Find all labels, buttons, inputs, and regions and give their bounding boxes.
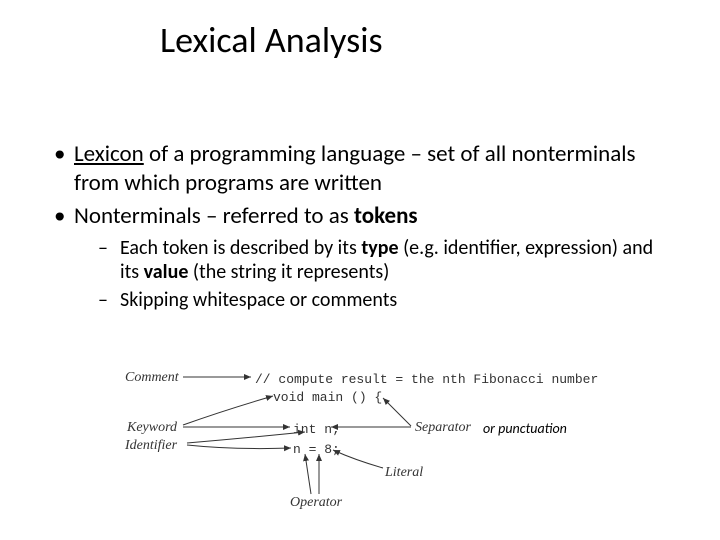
page-title: Lexical Analysis xyxy=(160,18,670,62)
code-line-1: // compute result = the nth Fibonacci nu… xyxy=(255,372,598,387)
code-line-2: void main () { xyxy=(273,390,382,405)
label-keyword: Keyword xyxy=(127,420,177,436)
lexical-diagram: Comment Keyword Identifier Separator Lit… xyxy=(125,370,595,515)
bullet-2-tokens: tokens xyxy=(354,202,418,230)
sub-2: Skipping whitespace or comments xyxy=(74,288,670,312)
label-operator: Operator xyxy=(290,495,342,511)
bullet-2-text: Nonterminals – referred to as xyxy=(74,202,354,230)
bullet-1-rest: of a programming language – set of all n… xyxy=(74,140,636,197)
bullet-1-lexicon: Lexicon xyxy=(74,140,144,168)
bullet-1: Lexicon of a programming language – set … xyxy=(50,140,670,198)
label-identifier: Identifier xyxy=(125,438,177,454)
code-line-3: int n; xyxy=(293,422,340,437)
bullet-list: Lexicon of a programming language – set … xyxy=(50,140,670,312)
sub-list: Each token is described by its type (e.g… xyxy=(74,236,670,312)
bullet-2: Nonterminals – referred to as tokens Eac… xyxy=(50,202,670,313)
label-separator: Separator xyxy=(415,420,471,436)
label-literal: Literal xyxy=(385,465,423,481)
annotation-punctuation: or punctuation xyxy=(483,420,567,437)
label-comment: Comment xyxy=(125,370,179,386)
sub-1: Each token is described by its type (e.g… xyxy=(74,236,670,284)
code-line-4: n = 8; xyxy=(293,442,340,457)
